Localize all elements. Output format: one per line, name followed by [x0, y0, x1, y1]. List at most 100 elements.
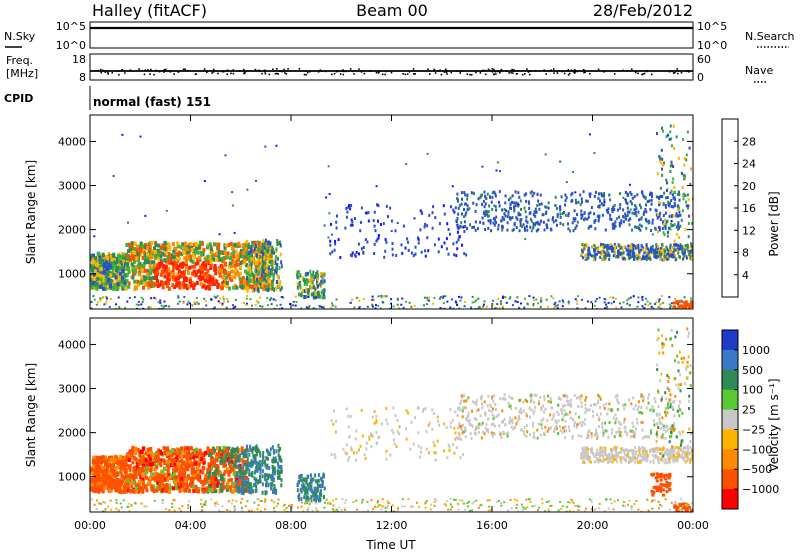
data-cell	[257, 254, 261, 259]
data-cell	[210, 477, 214, 482]
data-cell	[672, 301, 676, 305]
data-cell	[618, 250, 621, 254]
data-cell	[129, 481, 133, 486]
freq-point	[378, 71, 381, 73]
data-cell	[190, 470, 194, 475]
freq-point	[582, 69, 585, 72]
data-cell	[344, 226, 347, 230]
data-cell	[271, 445, 274, 450]
data-cell	[529, 217, 532, 221]
nsky-strip: N.Sky 10^5 10^0 10^5 10^0 N.Search	[4, 20, 795, 52]
freq-point	[335, 70, 338, 73]
data-cell	[265, 465, 268, 470]
data-cell	[513, 209, 516, 213]
data-cell	[646, 254, 649, 258]
data-cell	[275, 490, 278, 495]
data-cell	[156, 271, 160, 276]
freq-point	[688, 71, 690, 73]
data-cell	[492, 221, 495, 225]
data-cell	[122, 466, 126, 471]
data-cell	[666, 248, 669, 252]
data-cell	[198, 240, 202, 245]
data-cell	[491, 303, 494, 306]
data-cell	[423, 296, 426, 299]
data-cell	[175, 252, 179, 257]
data-cell	[122, 475, 126, 480]
data-cell	[92, 273, 96, 278]
data-cell	[666, 257, 669, 261]
freq-point	[121, 69, 123, 71]
data-cell	[348, 204, 350, 208]
data-cell	[593, 194, 596, 198]
data-cell	[611, 245, 614, 249]
data-cell	[141, 244, 144, 249]
data-cell	[257, 276, 261, 281]
data-cell	[583, 211, 586, 215]
data-cell	[160, 458, 164, 463]
data-cell	[140, 296, 143, 299]
data-cell	[597, 219, 600, 223]
data-cell	[674, 198, 677, 202]
data-cell	[279, 287, 282, 292]
data-cell	[628, 223, 631, 227]
data-cell	[206, 243, 210, 248]
data-cell	[389, 206, 392, 210]
data-cell	[547, 206, 550, 210]
data-cell	[259, 451, 262, 456]
freq-point	[305, 70, 307, 72]
data-cell	[481, 165, 484, 168]
data-cell	[670, 250, 673, 254]
data-cell	[676, 247, 679, 251]
data-cell	[572, 171, 575, 173]
data-cell	[182, 270, 186, 275]
data-cell	[679, 247, 682, 251]
freq-point	[597, 68, 600, 71]
data-cell	[249, 444, 252, 449]
data-cell	[272, 490, 274, 494]
data-cell	[244, 480, 247, 485]
data-cell	[210, 487, 214, 492]
data-cell	[263, 241, 266, 246]
data-cell	[276, 267, 278, 272]
data-cell	[101, 253, 105, 258]
data-cell	[243, 476, 247, 481]
data-cell	[668, 303, 671, 306]
data-cell	[664, 227, 667, 231]
data-cell	[585, 199, 588, 203]
data-cell	[216, 464, 220, 469]
data-cell	[655, 243, 658, 247]
data-cell	[212, 482, 215, 487]
data-cell	[602, 243, 605, 247]
data-cell	[168, 246, 172, 251]
data-cell	[297, 270, 300, 275]
data-cell	[580, 197, 583, 201]
data-cell	[679, 224, 682, 228]
data-cell	[645, 245, 648, 249]
data-cell	[160, 272, 163, 277]
data-cell	[669, 164, 672, 168]
freq-point	[230, 72, 232, 75]
data-cell	[600, 252, 603, 256]
data-cell	[176, 272, 180, 277]
data-cell	[450, 205, 452, 209]
data-cell	[233, 455, 237, 460]
data-cell	[232, 307, 235, 309]
freq-point	[574, 70, 577, 73]
freq-point	[107, 71, 109, 74]
data-cell	[594, 300, 597, 303]
data-cell	[567, 302, 570, 305]
data-cell	[312, 307, 315, 309]
data-cell	[224, 275, 228, 280]
freq-point	[272, 68, 274, 71]
data-cell	[477, 306, 480, 309]
data-cell	[663, 254, 666, 258]
data-cell	[637, 246, 640, 249]
data-cell	[155, 486, 159, 490]
data-cell	[220, 265, 224, 270]
data-cell	[580, 213, 583, 217]
data-cell	[156, 284, 160, 288]
data-cell	[321, 295, 324, 300]
data-cell	[633, 255, 636, 259]
freq-point	[349, 68, 352, 70]
data-cell	[263, 276, 266, 281]
